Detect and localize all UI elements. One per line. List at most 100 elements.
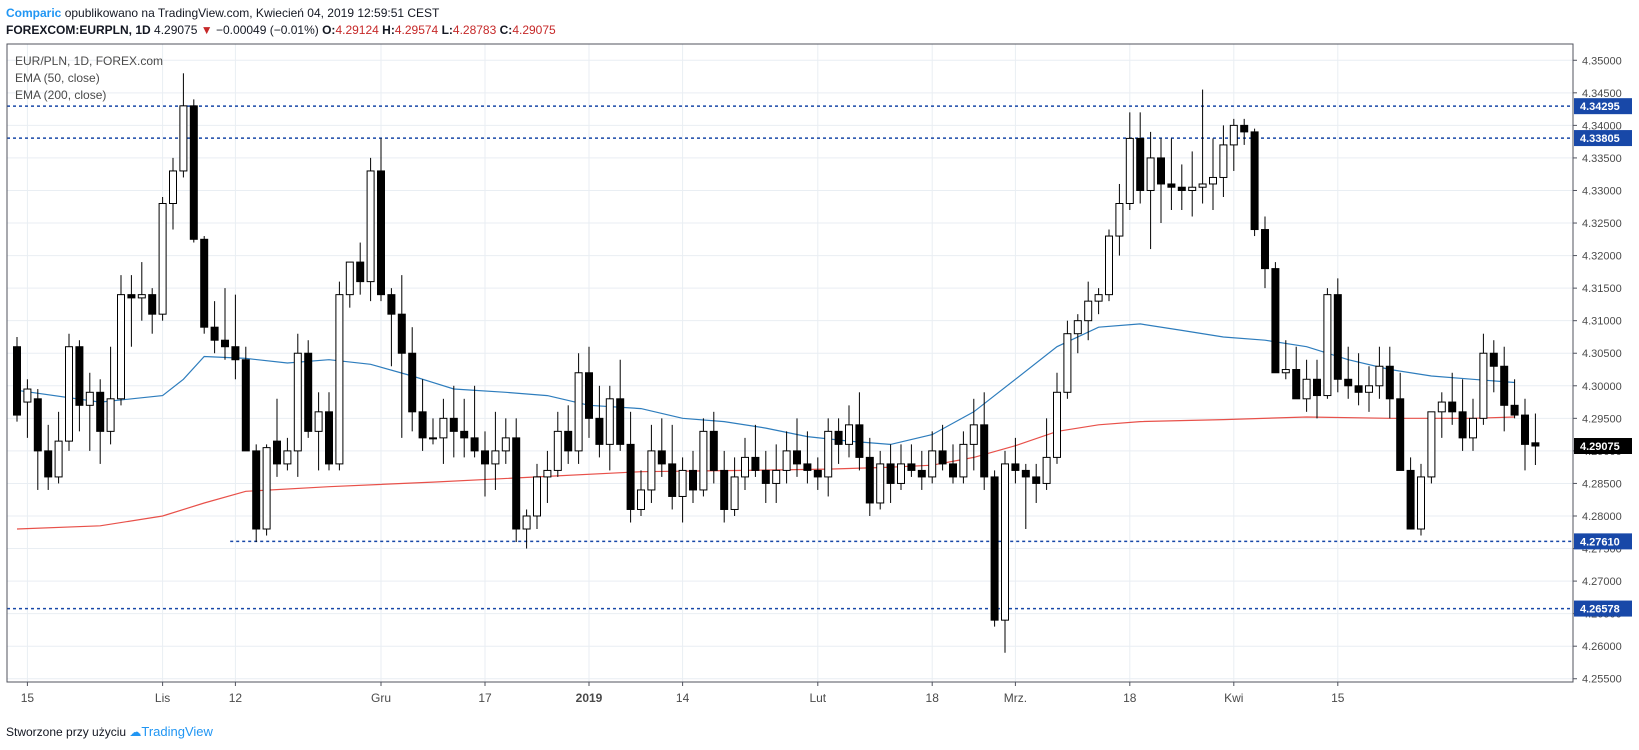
price-labels: 4.34295 4.33805 4.27610 4.26578 4.29075	[1574, 98, 1632, 617]
candle	[1521, 398, 1529, 471]
candle-body	[1406, 469, 1415, 530]
candle-body	[1510, 404, 1519, 416]
candle	[605, 385, 614, 471]
candle-body	[335, 294, 344, 465]
candle	[657, 418, 666, 477]
candle-body	[876, 463, 885, 504]
candle-body	[959, 443, 968, 478]
candle	[429, 418, 437, 445]
candle-body	[1042, 456, 1051, 484]
candle	[793, 418, 801, 477]
candle	[1032, 463, 1041, 503]
candle	[595, 385, 604, 458]
candle-body	[626, 443, 635, 510]
candle	[897, 444, 905, 490]
candle	[678, 457, 687, 523]
candle-body	[845, 424, 853, 445]
close-value: 4.29075	[512, 23, 556, 37]
price-change: −0.00049 (−0.01%)	[216, 23, 319, 37]
level-label: 4.26578	[1580, 604, 1620, 616]
candle	[1240, 118, 1249, 145]
candle	[75, 340, 84, 432]
low-label: L:	[441, 23, 453, 37]
candle	[1365, 366, 1373, 412]
candle-body	[231, 346, 240, 361]
candle	[1177, 164, 1186, 211]
candle	[293, 333, 302, 477]
candle	[1073, 314, 1082, 354]
candle-body	[1073, 320, 1082, 335]
candle-body	[543, 469, 552, 478]
candle-body	[533, 476, 541, 517]
candle-body	[106, 398, 115, 432]
candle-body	[605, 398, 614, 445]
candle-body	[439, 417, 448, 439]
candle-body	[834, 430, 843, 445]
candle-body	[377, 170, 385, 296]
price-chart[interactable]: 4.35000 4.34500 4.34000 4.33500 4.33000 4.325…	[0, 0, 1639, 720]
y-tick-label: 4.30000	[1582, 381, 1622, 393]
candle	[1489, 340, 1498, 393]
y-tick-label: 4.29500	[1582, 413, 1622, 425]
candle-body	[637, 489, 645, 510]
candle	[938, 424, 947, 471]
candle-body	[429, 437, 437, 440]
candle	[85, 372, 94, 451]
candle-body	[855, 424, 864, 458]
candle-body	[1271, 268, 1280, 374]
candle-body	[1396, 398, 1405, 471]
x-tick-label: Lis	[155, 691, 170, 705]
y-tick-label: 4.31500	[1582, 283, 1622, 295]
x-tick-label: 15	[1331, 691, 1345, 705]
candle-body	[1323, 294, 1332, 397]
candle-body	[345, 261, 354, 296]
candle-body	[189, 105, 198, 240]
candle	[533, 463, 541, 530]
candle	[1323, 288, 1332, 399]
last-price: 4.29075	[154, 23, 198, 37]
candle	[1437, 392, 1446, 438]
candle-body	[314, 411, 323, 432]
candle	[501, 418, 510, 464]
candle	[761, 450, 770, 503]
legend-main: EUR/PLN, 1D, FOREX.com	[15, 54, 163, 68]
candle	[1396, 372, 1405, 471]
candle	[990, 470, 999, 627]
candle	[1385, 346, 1394, 419]
x-tick-label: 12	[229, 691, 243, 705]
author-name[interactable]: Comparic	[6, 6, 62, 20]
candle-body	[907, 463, 916, 471]
candle-body	[1354, 385, 1363, 393]
candle	[23, 379, 32, 438]
candle-body	[137, 294, 146, 299]
y-tick-label: 4.30500	[1582, 348, 1622, 360]
candle	[813, 457, 822, 490]
candle	[44, 424, 53, 490]
candle	[1157, 138, 1165, 224]
tradingview-brand[interactable]: TradingView	[141, 724, 213, 739]
candle-body	[1188, 186, 1197, 191]
candle-body	[262, 447, 271, 530]
candle-body	[720, 469, 729, 510]
candle	[1011, 437, 1020, 484]
candle-body	[33, 398, 42, 452]
candle-body	[1136, 137, 1145, 191]
candle	[1479, 333, 1488, 425]
level-label: 4.27610	[1580, 536, 1620, 548]
candle	[1448, 372, 1457, 425]
candle	[1500, 346, 1509, 432]
y-tick-label: 4.34500	[1582, 88, 1622, 100]
candle	[96, 379, 105, 464]
level-label-box	[1574, 600, 1632, 617]
candle	[335, 281, 344, 471]
candle	[137, 262, 146, 321]
candle	[1250, 128, 1259, 237]
candle	[481, 431, 489, 497]
candle	[1458, 379, 1467, 451]
y-tick-label: 4.28500	[1582, 478, 1622, 490]
candle-body	[1437, 401, 1446, 413]
candle-body	[252, 450, 261, 530]
candle-body	[179, 105, 188, 172]
last-price-box	[1574, 438, 1632, 455]
candle	[980, 392, 989, 490]
